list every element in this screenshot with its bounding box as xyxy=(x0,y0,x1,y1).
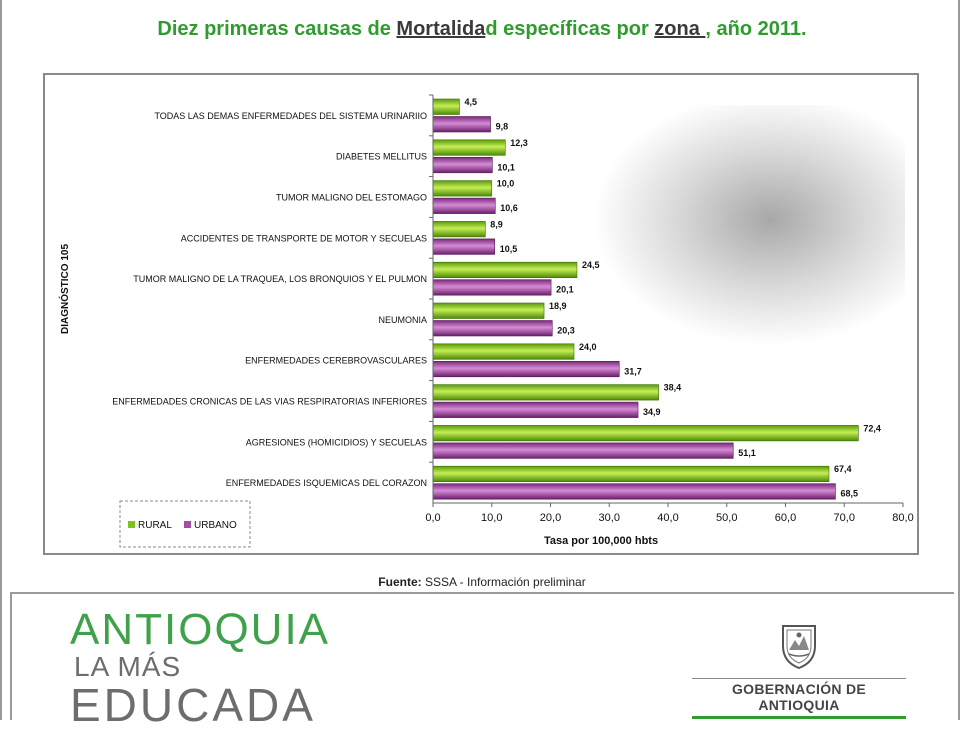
data-label-urbano: 10,5 xyxy=(500,244,518,254)
data-label-rural: 4,5 xyxy=(464,97,477,107)
title-part-3: d específicas por xyxy=(485,18,655,40)
data-label-rural: 67,4 xyxy=(834,464,852,474)
axis-layer xyxy=(429,94,904,507)
category-label: AGRESIONES (HOMICIDIOS) Y SECUELAS xyxy=(246,437,427,447)
category-label: ENFERMEDADES CEREBROVASCULARES xyxy=(245,356,427,366)
category-label: ENFERMEDADES ISQUEMICAS DEL CORAZON xyxy=(226,478,427,488)
data-label-rural: 72,4 xyxy=(863,423,881,433)
logo-line-2: LA MÁS xyxy=(74,651,182,682)
bar-urbano xyxy=(432,360,620,378)
x-tick-label: 40,0 xyxy=(657,512,678,524)
category-label: TODAS LAS DEMAS ENFERMEDADES DEL SISTEMA… xyxy=(154,111,427,121)
bar-urbano xyxy=(432,442,734,459)
legend-swatch-urbano xyxy=(184,521,191,528)
source-text: SSSA - Información preliminar xyxy=(421,575,586,589)
title-part-4: zona xyxy=(654,18,706,40)
coat-of-arms-icon xyxy=(782,625,816,670)
category-label: ENFERMEDADES CRONICAS DE LAS VIAS RESPIR… xyxy=(112,397,427,407)
data-label-urbano: 51,1 xyxy=(738,448,756,458)
bar-rural xyxy=(432,465,830,483)
source-note: Fuente: SSSA - Información preliminar xyxy=(2,575,960,589)
y-axis-title: DIAGNÓSTICO 105 xyxy=(58,244,71,334)
antioquia-logo: ANTIOQUIA LA MÁS EDUCADA xyxy=(70,605,331,731)
bar-rural xyxy=(432,221,486,238)
data-label-urbano: 9,8 xyxy=(496,122,509,132)
bar-rural xyxy=(432,261,578,278)
x-tick-label: 80,0 xyxy=(892,512,913,524)
category-label: TUMOR MALIGNO DEL ESTOMAGO xyxy=(276,193,427,203)
category-label: DIABETES MELLITUS xyxy=(336,152,427,162)
title-part-2: Mortalida xyxy=(396,18,486,40)
x-tick-label: 20,0 xyxy=(540,512,561,524)
bar-urbano xyxy=(432,320,553,337)
gobernacion-logo: GOBERNACIÓN DE ANTIOQUIA xyxy=(692,620,906,719)
category-label: ACCIDENTES DE TRANSPORTE DE MOTOR Y SECU… xyxy=(181,233,427,243)
legend-label-rural: RURAL xyxy=(138,520,172,531)
data-label-urbano: 68,5 xyxy=(840,489,858,499)
bar-urbano xyxy=(432,483,836,500)
data-label-rural: 10,0 xyxy=(497,179,515,189)
data-label-rural: 24,5 xyxy=(582,260,600,270)
data-label-urbano: 10,6 xyxy=(500,203,518,213)
x-axis-title: Tasa por 100,000 hbts xyxy=(544,535,658,547)
bar-urbano xyxy=(432,401,639,418)
title-part-5: , año 2011. xyxy=(705,18,807,40)
data-label-rural: 12,3 xyxy=(510,138,528,148)
legend-label-urbano: URBANO xyxy=(194,520,237,531)
data-label-urbano: 20,1 xyxy=(556,285,574,295)
bar-rural xyxy=(432,180,493,197)
category-label: NEUMONIA xyxy=(378,315,427,325)
bar-rural xyxy=(432,98,460,115)
plot-glow xyxy=(485,105,905,405)
data-label-urbano: 31,7 xyxy=(624,366,642,376)
bar-rural xyxy=(432,384,659,401)
text-layer: TODAS LAS DEMAS ENFERMEDADES DEL SISTEMA… xyxy=(112,97,913,524)
data-label-rural: 18,9 xyxy=(549,301,567,311)
data-label-rural: 38,4 xyxy=(664,383,682,393)
x-tick-label: 10,0 xyxy=(481,512,502,524)
data-label-urbano: 20,3 xyxy=(557,326,575,336)
x-tick-label: 70,0 xyxy=(834,512,855,524)
logo-line-3: EDUCADA xyxy=(70,679,316,731)
page-title: Diez primeras causas de Mortalidad espec… xyxy=(2,18,960,41)
title-part-1: Diez primeras causas de xyxy=(157,18,397,40)
data-label-urbano: 10,1 xyxy=(497,162,515,172)
x-tick-label: 50,0 xyxy=(716,512,737,524)
bar-chart: TODAS LAS DEMAS ENFERMEDADES DEL SISTEMA… xyxy=(58,94,914,548)
bar-urbano xyxy=(432,116,491,133)
category-label: TUMOR MALIGNO DE LA TRAQUEA, LOS BRONQUI… xyxy=(133,274,427,284)
bar-urbano xyxy=(432,238,495,255)
bar-rural xyxy=(432,139,506,156)
bar-urbano xyxy=(432,197,496,214)
logo-line-1: ANTIOQUIA xyxy=(70,605,331,654)
x-tick-label: 60,0 xyxy=(775,512,796,524)
data-label-urbano: 34,9 xyxy=(643,407,661,417)
bar-rural xyxy=(432,425,859,442)
bar-rural xyxy=(432,343,575,360)
data-label-rural: 24,0 xyxy=(579,342,597,352)
x-tick-label: 30,0 xyxy=(599,512,620,524)
bar-urbano xyxy=(432,157,493,174)
bar-rural xyxy=(432,302,545,319)
x-tick-label: 0,0 xyxy=(425,512,440,524)
data-label-rural: 8,9 xyxy=(490,219,503,229)
legend-swatch-rural xyxy=(128,521,135,528)
bar-urbano xyxy=(432,279,552,296)
footer-banner: ANTIOQUIA LA MÁS EDUCADA GOBERNACIÓN DE … xyxy=(10,592,954,728)
source-label: Fuente: xyxy=(378,575,422,589)
gobernacion-name: GOBERNACIÓN DE ANTIOQUIA xyxy=(692,678,906,719)
chart-frame: TODAS LAS DEMAS ENFERMEDADES DEL SISTEMA… xyxy=(43,73,919,555)
